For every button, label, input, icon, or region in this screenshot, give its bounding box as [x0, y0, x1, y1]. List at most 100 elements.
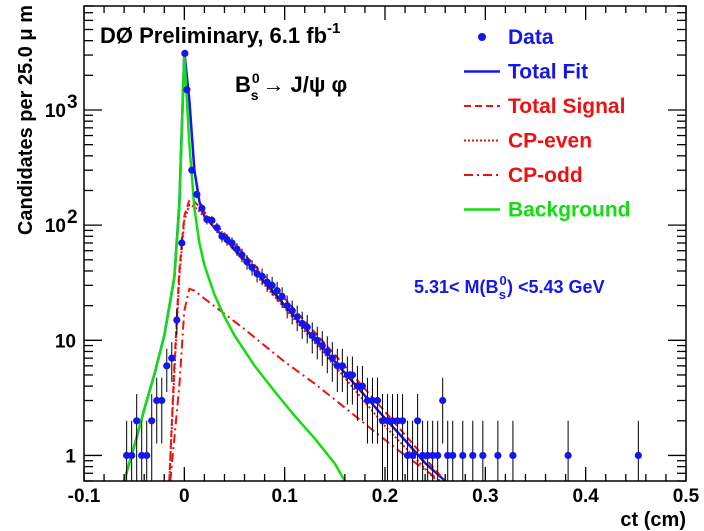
- data-marker: [223, 235, 231, 244]
- data-point: [509, 420, 517, 481]
- data-marker: [509, 451, 517, 460]
- mass-window-label: 5.31< M(B0 s) <5.43 GeV: [414, 273, 605, 302]
- data-point: [248, 260, 256, 276]
- data-marker: [323, 347, 331, 356]
- y-tick-exponent: 2: [67, 207, 78, 228]
- data-point: [273, 281, 281, 302]
- data-point: [198, 204, 206, 213]
- data-marker: [368, 396, 377, 405]
- decay-products: J/ψ φ: [290, 72, 347, 97]
- data-point: [183, 86, 191, 94]
- axis-ticks: [83, 5, 687, 482]
- decay-parent-sup: 0: [252, 70, 260, 86]
- data-marker: [258, 272, 266, 280]
- data-marker: [408, 451, 417, 460]
- data-point: [358, 365, 367, 421]
- data-point: [383, 394, 392, 481]
- data-marker: [181, 49, 189, 58]
- data-marker: [233, 245, 241, 253]
- data-point: [138, 420, 146, 481]
- data-marker: [373, 396, 382, 405]
- data-point: [408, 420, 417, 481]
- legend-label: Data: [508, 26, 554, 49]
- data-marker: [138, 451, 146, 460]
- data-point: [494, 420, 502, 481]
- legend-label: CP-odd: [508, 164, 583, 187]
- data-marker: [313, 336, 321, 344]
- decay-arrow: →: [262, 72, 284, 97]
- legend-item-total-fit: Total Fit: [464, 61, 588, 84]
- data-point: [378, 394, 387, 481]
- data-point: [293, 305, 301, 332]
- data-marker: [338, 362, 346, 370]
- data-point: [158, 377, 166, 444]
- data-marker: [348, 371, 356, 379]
- legend-item-total-signal: Total Signal: [464, 95, 625, 118]
- fit-curves: [122, 51, 447, 481]
- data-marker: [248, 263, 256, 271]
- data-marker: [343, 371, 351, 379]
- legend-item-background: Background: [464, 199, 631, 222]
- data-point: [363, 377, 372, 444]
- data-marker: [163, 362, 171, 370]
- frame-rect: [83, 5, 687, 482]
- data-point: [238, 248, 246, 263]
- data-marker: [128, 451, 136, 460]
- data-point: [634, 420, 642, 481]
- data-marker: [213, 224, 221, 232]
- legend-item-data: Data: [478, 26, 554, 49]
- data-point: [373, 377, 382, 444]
- legend-marker: [478, 33, 486, 41]
- data-point: [388, 394, 397, 481]
- x-axis-title: ct (cm): [620, 509, 686, 531]
- data-marker: [363, 396, 372, 405]
- data-marker: [414, 417, 422, 425]
- data-point: [333, 348, 341, 393]
- data-marker: [173, 316, 181, 324]
- decay-parent-sub: s: [251, 87, 259, 103]
- data-point: [181, 49, 189, 58]
- data-point: [208, 215, 216, 226]
- curve-cp-odd: [169, 287, 441, 481]
- data-marker: [283, 302, 291, 310]
- data-point: [318, 331, 326, 366]
- data-point: [168, 342, 176, 382]
- data-point: [323, 336, 331, 374]
- x-tick-label: -0.1: [68, 486, 101, 507]
- data-marker: [564, 451, 572, 460]
- legend-label: Total Signal: [508, 95, 625, 118]
- data-marker: [143, 451, 151, 460]
- decay-parent: B: [235, 72, 251, 97]
- data-point: [564, 420, 572, 481]
- data-point: [233, 243, 241, 256]
- data-point: [414, 394, 422, 481]
- data-point: [449, 420, 457, 481]
- data-marker: [133, 417, 141, 425]
- data-marker: [328, 354, 336, 362]
- data-point: [188, 166, 196, 174]
- data-point: [303, 314, 311, 344]
- data-marker: [178, 239, 186, 247]
- data-marker: [494, 451, 502, 460]
- data-point: [353, 365, 362, 421]
- x-tick-label: 0: [179, 486, 190, 507]
- data-marker: [153, 396, 161, 405]
- data-point: [223, 234, 231, 246]
- data-marker: [434, 451, 442, 460]
- data-point: [153, 377, 161, 444]
- data-marker: [459, 451, 467, 460]
- mass-window-sup: 0: [500, 273, 507, 288]
- data-marker: [308, 331, 316, 340]
- data-marker: [419, 451, 427, 460]
- legend-label: CP-even: [508, 130, 592, 153]
- mass-window-prefix: 5.31< M(B: [414, 277, 499, 297]
- data-point: [163, 348, 171, 393]
- data-point: [368, 377, 377, 444]
- x-tick-label: 0.5: [673, 486, 700, 507]
- data-marker: [353, 382, 362, 390]
- svg-text:DØ Preliminary, 6.1 fb-1: DØ Preliminary, 6.1 fb-1: [100, 20, 340, 48]
- data-marker: [303, 323, 311, 331]
- data-marker: [449, 451, 457, 460]
- x-tick-label: 0.4: [572, 486, 599, 507]
